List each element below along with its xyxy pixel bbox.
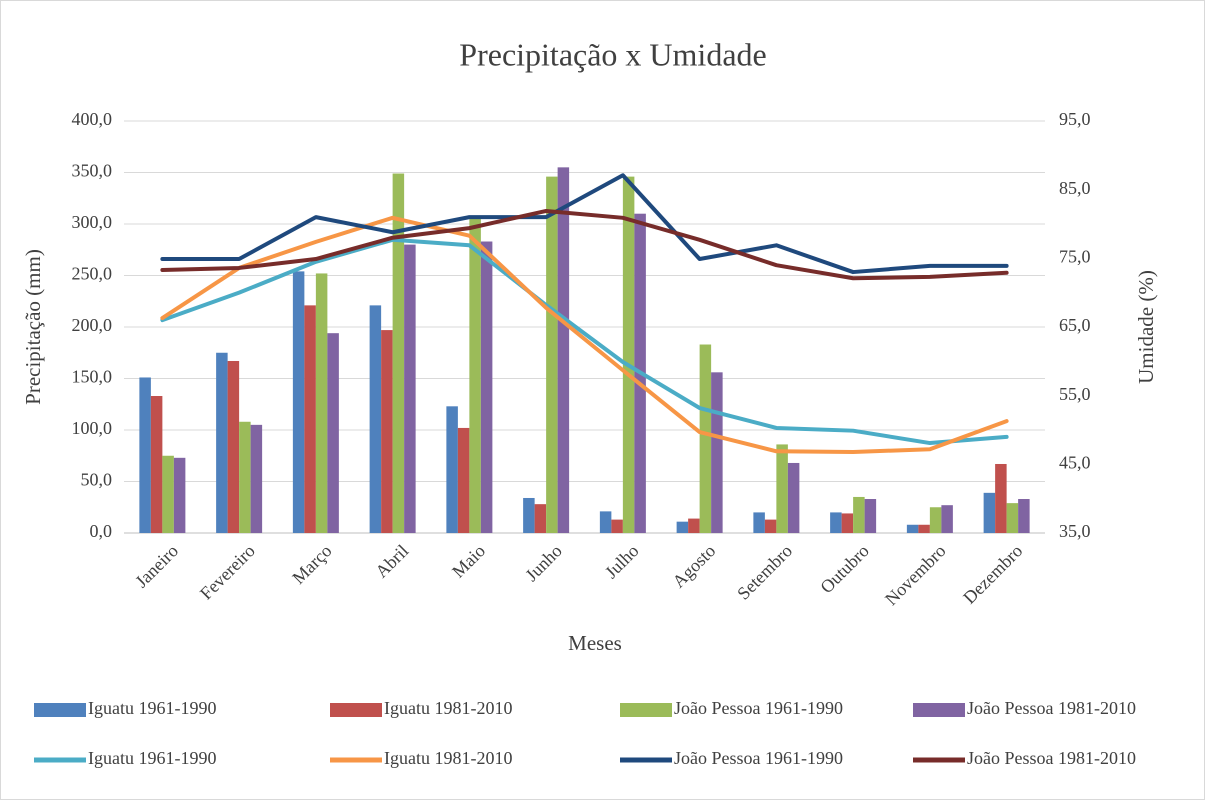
y-tick-label: 350,0 bbox=[72, 161, 113, 181]
y2-axis-title: Umidade (%) bbox=[1134, 270, 1158, 384]
bar bbox=[776, 444, 788, 533]
chart-title: Precipitação x Umidade bbox=[459, 36, 766, 72]
y2-tick-label: 65,0 bbox=[1059, 315, 1091, 335]
y-axis-title: Precipitação (mm) bbox=[21, 249, 45, 405]
bar bbox=[1018, 499, 1030, 533]
legend-swatch bbox=[330, 703, 382, 717]
legend-label: João Pessoa 1981-2010 bbox=[967, 698, 1136, 718]
y2-tick-label: 35,0 bbox=[1059, 521, 1091, 541]
legend-swatch bbox=[913, 703, 965, 717]
bar bbox=[369, 305, 382, 533]
bar bbox=[216, 352, 228, 533]
bar bbox=[381, 330, 393, 533]
y2-tick-label: 75,0 bbox=[1059, 246, 1091, 266]
bar bbox=[534, 504, 547, 533]
bar bbox=[457, 427, 470, 533]
bar bbox=[327, 333, 339, 533]
bar bbox=[929, 507, 942, 533]
y-tick-label: 200,0 bbox=[72, 315, 113, 335]
bar bbox=[139, 377, 151, 533]
y-tick-label: 50,0 bbox=[81, 470, 113, 490]
bar bbox=[853, 496, 865, 533]
legend-label: João Pessoa 1961-1990 bbox=[674, 698, 843, 718]
bar bbox=[523, 497, 535, 533]
bar bbox=[676, 521, 689, 533]
y-tick-label: 300,0 bbox=[72, 212, 113, 232]
bar bbox=[292, 271, 305, 533]
legend-swatch bbox=[620, 703, 672, 717]
line bbox=[160, 208, 1009, 281]
bar bbox=[983, 492, 996, 533]
bar bbox=[864, 499, 877, 533]
bar bbox=[906, 524, 919, 533]
y2-tick-label: 85,0 bbox=[1059, 178, 1091, 198]
bar bbox=[446, 406, 458, 533]
bar bbox=[841, 513, 854, 533]
bar bbox=[469, 217, 481, 533]
bar bbox=[404, 244, 416, 533]
bar bbox=[753, 512, 765, 533]
legend-label: João Pessoa 1981-2010 bbox=[967, 748, 1136, 768]
bar bbox=[918, 524, 930, 533]
bar bbox=[995, 463, 1007, 533]
y-tick-label: 150,0 bbox=[72, 367, 113, 387]
y-tick-label: 100,0 bbox=[72, 418, 113, 438]
bar bbox=[315, 273, 328, 533]
bar bbox=[250, 424, 263, 533]
bar bbox=[392, 173, 405, 533]
y-tick-label: 0,0 bbox=[90, 521, 113, 541]
bar bbox=[622, 176, 635, 533]
legend-label: Iguatu 1981-2010 bbox=[384, 748, 512, 768]
line bbox=[160, 237, 1009, 446]
bar bbox=[239, 421, 251, 533]
bar bbox=[611, 519, 623, 533]
x-axis-title: Meses bbox=[568, 631, 622, 655]
y2-tick-label: 55,0 bbox=[1059, 384, 1091, 404]
bar bbox=[711, 372, 723, 533]
bar bbox=[688, 518, 700, 533]
y2-tick-label: 45,0 bbox=[1059, 452, 1091, 472]
bar bbox=[599, 511, 612, 533]
bar bbox=[830, 512, 842, 533]
bar bbox=[173, 457, 186, 533]
bar bbox=[787, 462, 800, 533]
bar bbox=[941, 505, 953, 533]
y2-tick-label: 95,0 bbox=[1059, 109, 1091, 129]
bar bbox=[1006, 503, 1019, 533]
line bbox=[160, 173, 1009, 275]
bar bbox=[162, 455, 174, 533]
bar bbox=[699, 344, 712, 533]
bar bbox=[227, 360, 240, 533]
bar bbox=[480, 241, 493, 533]
legend-label: Iguatu 1981-2010 bbox=[384, 698, 512, 718]
legend-label: João Pessoa 1961-1990 bbox=[674, 748, 843, 768]
y-tick-label: 400,0 bbox=[72, 109, 113, 129]
bar bbox=[304, 305, 316, 533]
bar bbox=[557, 167, 570, 533]
legend-label: Iguatu 1961-1990 bbox=[88, 698, 216, 718]
legend-swatch bbox=[34, 703, 86, 717]
line bbox=[160, 215, 1009, 454]
bar bbox=[546, 176, 558, 533]
y-tick-label: 250,0 bbox=[72, 264, 113, 284]
legend-label: Iguatu 1961-1990 bbox=[88, 748, 216, 768]
bar bbox=[764, 519, 777, 533]
bar bbox=[150, 396, 163, 533]
